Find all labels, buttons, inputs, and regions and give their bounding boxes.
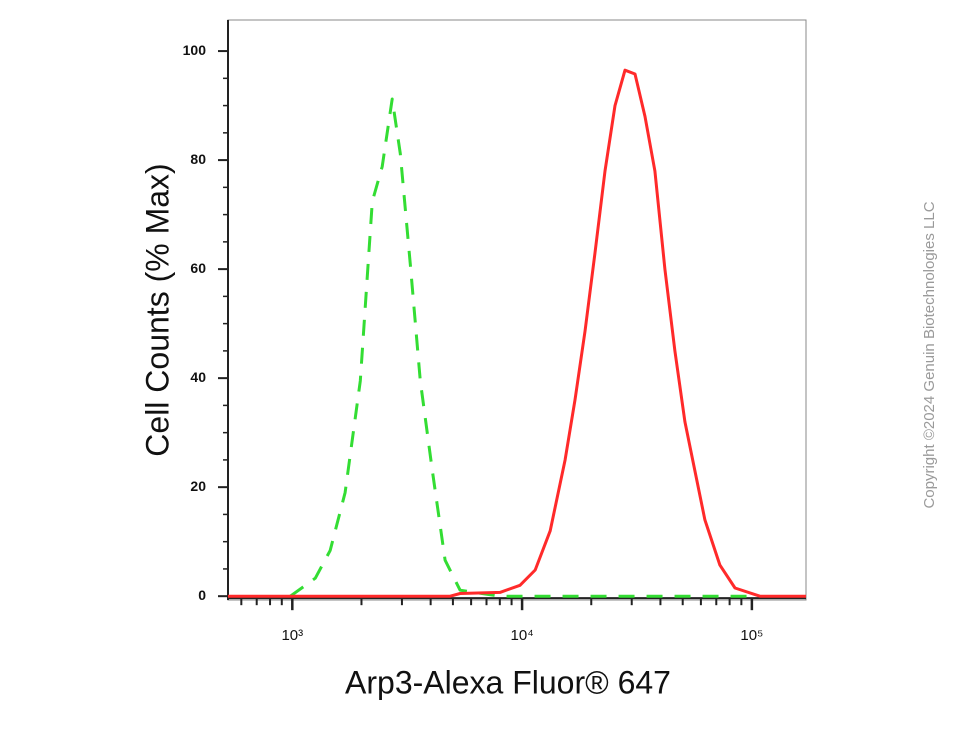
y-tick-label: 100 xyxy=(183,42,207,58)
x-tick-label: 10⁵ xyxy=(740,627,763,644)
copyright: Copyright ©2024 Genuin Biotechnologies L… xyxy=(921,201,938,508)
y-tick-label: 0 xyxy=(198,587,206,603)
y-tick-label: 40 xyxy=(190,369,206,385)
data-line xyxy=(289,97,750,598)
y-tick-label: 20 xyxy=(190,478,206,494)
data-line xyxy=(228,68,806,598)
plot-frame xyxy=(227,19,807,601)
y-tick-label: 80 xyxy=(190,151,206,167)
y-tick-label: 60 xyxy=(190,260,206,276)
x-axis-label: Arp3-Alexa Fluor® 647 xyxy=(345,664,671,700)
x-tick-label: 10³ xyxy=(281,627,303,644)
y-axis-label: Cell Counts (% Max) xyxy=(139,163,175,456)
x-tick-label: 10⁴ xyxy=(511,627,534,644)
